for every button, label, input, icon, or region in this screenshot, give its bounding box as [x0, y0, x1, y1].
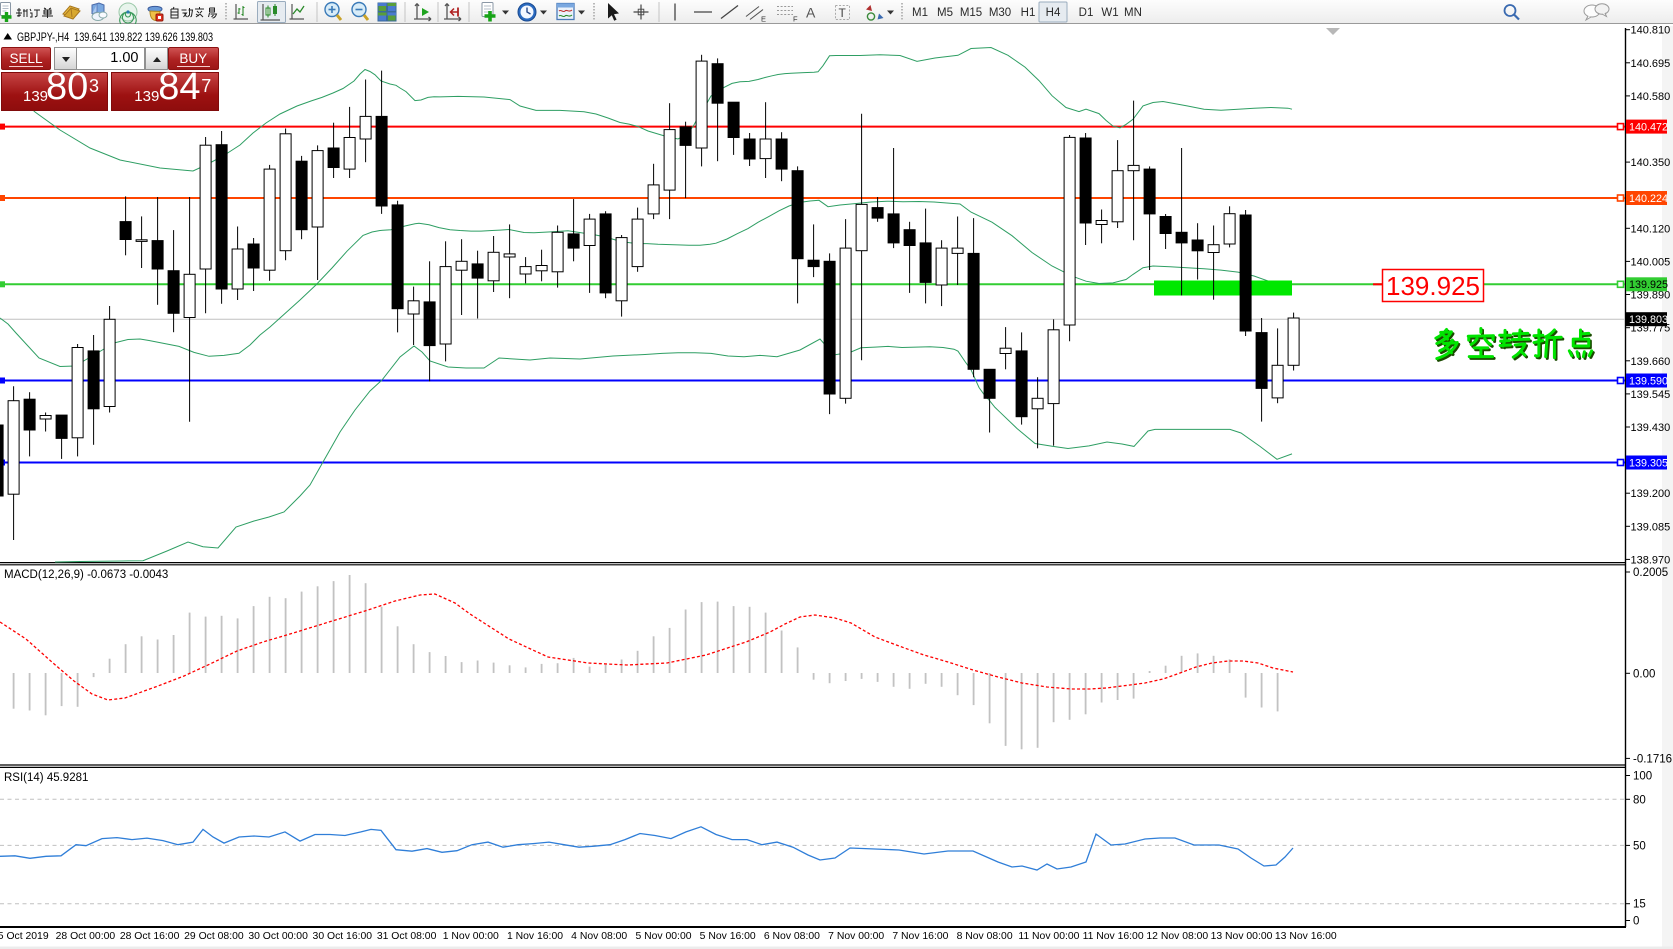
svg-text:11 Nov 00:00: 11 Nov 00:00 — [1018, 931, 1079, 942]
svg-text:139.430: 139.430 — [1631, 422, 1671, 434]
svg-text:M5: M5 — [937, 7, 953, 19]
svg-text:29 Oct 08:00: 29 Oct 08:00 — [184, 931, 244, 942]
svg-text:139.803: 139.803 — [1629, 314, 1668, 326]
svg-text:140.695: 140.695 — [1631, 58, 1671, 70]
svg-text:13 Nov 16:00: 13 Nov 16:00 — [1275, 931, 1337, 942]
svg-text:GBPJPY-,H4 139.641 139.822 13: GBPJPY-,H4 139.641 139.822 139.626 139.8… — [17, 30, 213, 44]
svg-text:4 Nov 08:00: 4 Nov 08:00 — [571, 931, 627, 942]
svg-text:5 Nov 16:00: 5 Nov 16:00 — [700, 931, 756, 942]
svg-text:25 Oct 2019: 25 Oct 2019 — [0, 931, 49, 942]
svg-text:D1: D1 — [1079, 7, 1094, 19]
svg-text:140.120: 140.120 — [1631, 223, 1671, 235]
svg-text:7 Nov 16:00: 7 Nov 16:00 — [892, 931, 948, 942]
svg-text:28 Oct 00:00: 28 Oct 00:00 — [56, 931, 116, 942]
svg-text:139.590: 139.590 — [1629, 375, 1668, 387]
svg-text:A: A — [806, 5, 816, 21]
svg-text:139.085: 139.085 — [1631, 521, 1671, 533]
svg-text:138.970: 138.970 — [1631, 554, 1671, 566]
svg-text:140.005: 140.005 — [1631, 256, 1671, 268]
svg-text:140.472: 140.472 — [1629, 121, 1668, 133]
svg-text:H4: H4 — [1046, 7, 1061, 19]
svg-text:139.305: 139.305 — [1629, 457, 1668, 469]
svg-text:1 Nov 00:00: 1 Nov 00:00 — [443, 931, 499, 942]
svg-text:W1: W1 — [1101, 7, 1118, 19]
svg-text:M1: M1 — [912, 7, 928, 19]
svg-text:T: T — [839, 6, 847, 20]
svg-text:RSI(14) 45.9281: RSI(14) 45.9281 — [4, 772, 88, 784]
svg-text:0.2005: 0.2005 — [1633, 567, 1668, 579]
svg-text:139.660: 139.660 — [1631, 356, 1671, 368]
svg-text:15: 15 — [1633, 899, 1646, 911]
svg-text:MN: MN — [1124, 7, 1142, 19]
svg-text:F: F — [793, 15, 798, 24]
svg-text:E: E — [761, 15, 766, 24]
svg-text:28 Oct 16:00: 28 Oct 16:00 — [120, 931, 180, 942]
svg-text:6 Nov 08:00: 6 Nov 08:00 — [764, 931, 820, 942]
svg-text:0: 0 — [1633, 916, 1639, 928]
svg-text:31 Oct 08:00: 31 Oct 08:00 — [377, 931, 437, 942]
svg-text:8 Nov 08:00: 8 Nov 08:00 — [957, 931, 1013, 942]
svg-text:30 Oct 00:00: 30 Oct 00:00 — [248, 931, 308, 942]
svg-text:11 Nov 16:00: 11 Nov 16:00 — [1083, 931, 1144, 942]
svg-text:140.580: 140.580 — [1631, 91, 1671, 103]
svg-text:M15: M15 — [960, 7, 982, 19]
svg-text:MACD(12,26,9) -0.0673 -0.0043: MACD(12,26,9) -0.0673 -0.0043 — [4, 569, 168, 581]
svg-text:H1: H1 — [1021, 7, 1036, 19]
svg-text:13 Nov 00:00: 13 Nov 00:00 — [1211, 931, 1273, 942]
svg-text:M30: M30 — [989, 7, 1011, 19]
svg-text:50: 50 — [1633, 840, 1646, 852]
svg-text:139.545: 139.545 — [1631, 389, 1671, 401]
svg-text:0.00: 0.00 — [1633, 668, 1655, 680]
svg-text:7 Nov 00:00: 7 Nov 00:00 — [828, 931, 884, 942]
svg-text:140.224: 140.224 — [1629, 193, 1668, 205]
svg-text:140.350: 140.350 — [1631, 157, 1671, 169]
svg-text:12 Nov 08:00: 12 Nov 08:00 — [1146, 931, 1208, 942]
svg-text:-0.1716: -0.1716 — [1633, 753, 1672, 765]
svg-text:5 Nov 00:00: 5 Nov 00:00 — [635, 931, 691, 942]
svg-text:139.925: 139.925 — [1386, 271, 1480, 301]
svg-text:80: 80 — [1633, 794, 1646, 806]
svg-text:1 Nov 16:00: 1 Nov 16:00 — [507, 931, 563, 942]
svg-text:139.890: 139.890 — [1631, 290, 1671, 302]
svg-text:139.200: 139.200 — [1631, 488, 1671, 500]
svg-text:140.810: 140.810 — [1631, 25, 1671, 37]
svg-text:100: 100 — [1633, 771, 1652, 783]
svg-text:30 Oct 16:00: 30 Oct 16:00 — [313, 931, 373, 942]
svg-text:139.925: 139.925 — [1629, 279, 1668, 291]
